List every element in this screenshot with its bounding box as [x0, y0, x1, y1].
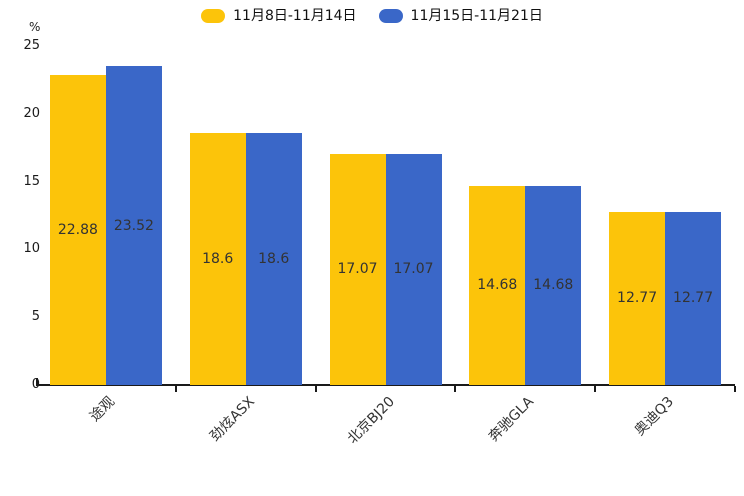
- bar-北京BJ20-series1: [329, 153, 386, 385]
- y-tick-label-20: 20: [23, 105, 40, 121]
- legend-swatch-week1: [201, 9, 226, 23]
- x-axis-tick-3: [454, 386, 457, 392]
- y-tick-label-10: 10: [23, 241, 40, 257]
- bar-value-label-劲炫ASX-series1: 18.6: [202, 250, 234, 267]
- x-category-label-北京BJ20: 北京BJ20: [344, 393, 398, 448]
- bar-劲炫ASX-series1: [189, 132, 246, 385]
- bar-途观-series2: [105, 66, 162, 385]
- y-tick-label-5: 5: [31, 309, 40, 325]
- legend-label-week1: 11月8日-11月14日: [233, 8, 357, 24]
- bar-奔驰GLA-series1: [469, 185, 526, 385]
- x-axis-tick-1: [174, 386, 177, 392]
- legend-item-week1[interactable]: 11月8日-11月14日: [201, 6, 357, 26]
- bar-value-label-劲炫ASX-series2: 18.6: [258, 250, 290, 267]
- bar-value-label-奔驰GLA-series2: 14.68: [533, 277, 574, 294]
- bar-value-label-途观-series2: 23.52: [113, 217, 154, 234]
- y-axis-unit-label: %: [29, 20, 41, 34]
- y-tick-label-25: 25: [23, 38, 40, 53]
- y-tick-label-15: 15: [23, 173, 40, 189]
- bar-奥迪Q3-series1: [609, 211, 666, 385]
- bar-北京BJ20-series2: [385, 153, 442, 385]
- bar-value-label-奥迪Q3-series1: 12.77: [617, 290, 658, 307]
- x-category-label-奥迪Q3: 奥迪Q3: [631, 393, 678, 439]
- bar-奥迪Q3-series2: [665, 211, 722, 385]
- bar-value-label-奔驰GLA-series1: 14.68: [477, 277, 518, 294]
- bar-途观-series1: [49, 74, 106, 385]
- x-axis-line: [36, 384, 735, 386]
- bar-value-label-北京BJ20-series1: 17.07: [337, 261, 378, 278]
- x-axis-tick-5: [734, 386, 736, 392]
- bar-value-label-北京BJ20-series2: 17.07: [393, 261, 434, 278]
- bar-value-label-途观-series1: 22.88: [57, 221, 98, 238]
- y-tick-label-0: 0: [8, 376, 40, 394]
- legend: 11月8日-11月14日 11月15日-11月21日: [0, 6, 744, 26]
- x-axis-tick-2: [314, 386, 317, 392]
- x-axis-tick-4: [594, 386, 597, 392]
- x-category-label-奔驰GLA: 奔驰GLA: [486, 393, 538, 446]
- legend-item-week2[interactable]: 11月15日-11月21日: [378, 6, 543, 26]
- x-category-label-劲炫ASX: 劲炫ASX: [206, 393, 258, 445]
- x-axis-end-tick-left: [36, 378, 38, 384]
- bar-奔驰GLA-series2: [525, 185, 582, 385]
- bar-劲炫ASX-series2: [245, 132, 302, 385]
- legend-swatch-week2: [378, 9, 403, 23]
- legend-label-week2: 11月15日-11月21日: [410, 8, 543, 24]
- bar-value-label-奥迪Q3-series2: 12.77: [673, 290, 714, 307]
- x-category-label-途观: 途观: [86, 393, 118, 425]
